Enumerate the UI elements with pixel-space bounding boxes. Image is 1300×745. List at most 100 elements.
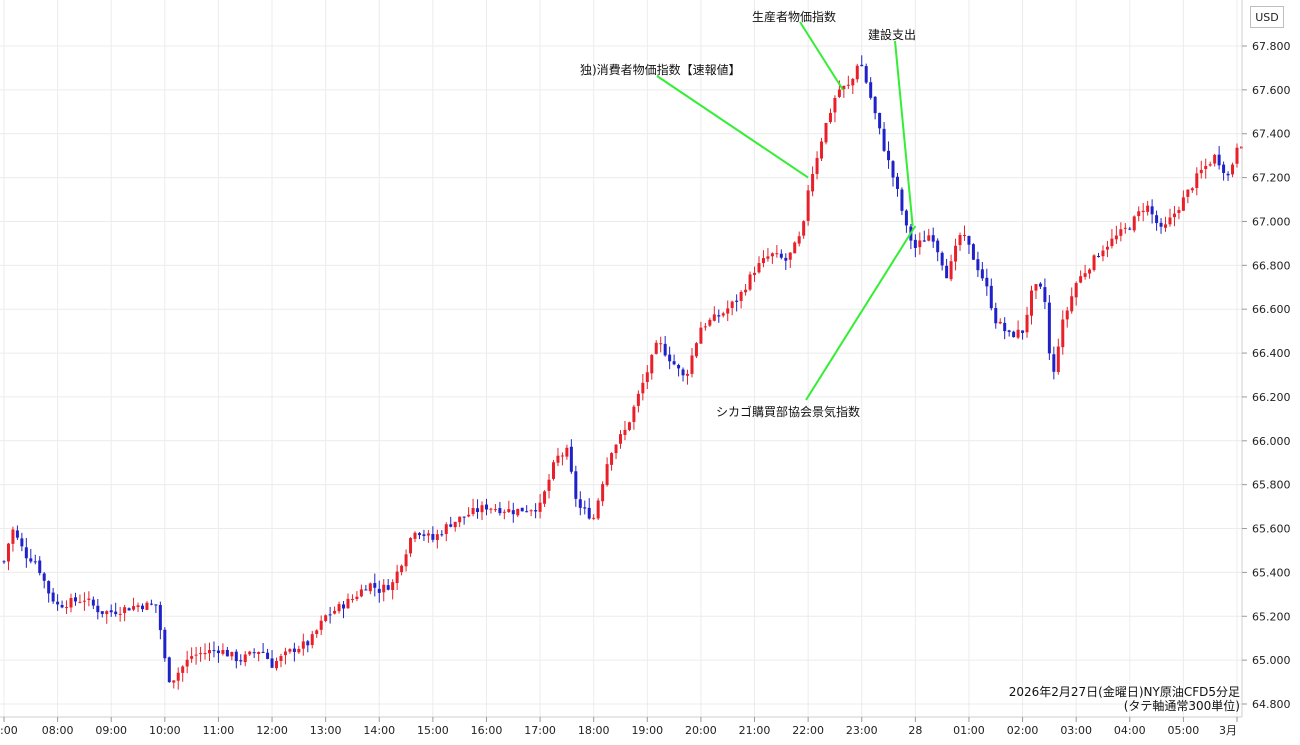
candle-body <box>60 605 64 608</box>
candle-body <box>431 534 435 540</box>
candle-body <box>632 406 636 422</box>
candle-body <box>516 508 520 516</box>
candle-body <box>190 656 194 659</box>
candle-body <box>556 455 560 463</box>
candle-body <box>426 533 430 536</box>
candle-body <box>753 272 757 275</box>
x-tick-label: 21:00 <box>739 724 771 737</box>
candle-body <box>109 610 113 613</box>
candle-body <box>1092 255 1096 271</box>
candle-body <box>976 259 980 271</box>
candle-body <box>779 253 783 258</box>
currency-button[interactable]: USD <box>1250 6 1284 28</box>
candle-body <box>243 654 247 663</box>
candle-body <box>342 604 346 609</box>
candle-body <box>87 598 91 600</box>
candle-body <box>882 128 886 151</box>
y-axis-ticks: 67.800 67.600 67.400 67.200 67.000 66.800 66.6… <box>1242 40 1291 711</box>
candle-body <box>869 82 873 98</box>
candle-body <box>735 300 739 302</box>
candle-body <box>1119 229 1123 236</box>
candle-body <box>980 269 984 279</box>
x-tick-label: 09:00 <box>95 724 127 737</box>
candle-body <box>668 354 672 362</box>
candle-body <box>1137 211 1141 217</box>
candles <box>2 55 1243 690</box>
candle-body <box>163 629 167 659</box>
candle-body <box>904 210 908 226</box>
candle-body <box>864 66 868 83</box>
annotation-label: 生産者物価指数 <box>752 10 837 24</box>
candle-body <box>797 236 801 244</box>
candle-body <box>1030 290 1033 316</box>
candle-body <box>56 601 60 605</box>
x-tick-label: 22:00 <box>792 724 824 737</box>
candle-body <box>534 510 538 512</box>
candle-body <box>355 596 359 599</box>
candle-body <box>409 538 413 554</box>
y-tick-label: 65.200 <box>1252 610 1291 623</box>
annotation-label: 独)消費者物価指数【速報値】 <box>580 63 741 77</box>
candle-body <box>65 607 69 609</box>
candle-body <box>1159 222 1163 227</box>
candle-body <box>1190 188 1194 191</box>
candle-body <box>873 96 877 114</box>
candle-body <box>1217 154 1221 166</box>
candle-body <box>851 78 855 86</box>
candle-body <box>614 444 618 454</box>
candle-body <box>15 530 19 538</box>
candle-body <box>887 150 891 161</box>
candle-body <box>400 565 404 573</box>
x-tick-label: 02:00 <box>1007 724 1039 737</box>
candle-body <box>364 589 368 591</box>
candle-body <box>610 453 614 465</box>
candle-body <box>154 604 158 606</box>
candle-body <box>775 253 779 255</box>
candle-body <box>391 582 395 591</box>
annotation-leader-line <box>894 40 914 226</box>
caption-line-2: (タテ軸通常300単位) <box>1123 699 1240 713</box>
x-tick-label: 11:00 <box>203 724 235 737</box>
candle-body <box>918 240 922 248</box>
candle-body <box>181 666 185 673</box>
candle-body <box>1226 173 1230 176</box>
candle-body <box>306 641 310 646</box>
candle-body <box>467 514 471 517</box>
grid-lines <box>0 0 1242 717</box>
candle-body <box>927 235 931 241</box>
candle-body <box>985 277 989 287</box>
candle-body <box>605 464 609 485</box>
candle-body <box>520 507 524 512</box>
candle-body <box>967 235 971 245</box>
candle-body <box>681 369 685 376</box>
candle-body <box>328 614 332 616</box>
x-tick-label: 23:00 <box>846 724 878 737</box>
candle-body <box>440 534 444 536</box>
candle-body <box>270 658 274 668</box>
candle-body <box>989 285 993 309</box>
candle-body <box>900 189 904 211</box>
candle-body <box>1231 164 1235 175</box>
candle-body <box>114 611 118 615</box>
candle-body <box>574 471 578 499</box>
candle-body <box>1123 227 1127 229</box>
candle-body <box>623 429 627 435</box>
candle-body <box>654 342 658 354</box>
candle-body <box>1146 205 1150 212</box>
candle-body <box>641 382 645 394</box>
chart-caption: 2026年2月27日(金曜日)NY原油CFD5分足 (タテ軸通常300単位) <box>1009 685 1240 713</box>
y-tick-label: 65.600 <box>1252 523 1291 536</box>
x-tick-label: 03:00 <box>1060 724 1092 737</box>
candle-body <box>699 327 703 344</box>
x-tick-label: 01:00 <box>953 724 985 737</box>
candle-body <box>24 547 28 559</box>
y-tick-label: 66.000 <box>1252 435 1291 448</box>
candle-body <box>824 123 828 143</box>
candle-body <box>659 343 663 345</box>
candle-body <box>860 64 864 67</box>
candle-body <box>1007 330 1011 332</box>
candle-body <box>619 434 622 444</box>
candle-body <box>820 141 824 159</box>
candle-body <box>846 84 850 86</box>
candle-body <box>1038 283 1042 287</box>
